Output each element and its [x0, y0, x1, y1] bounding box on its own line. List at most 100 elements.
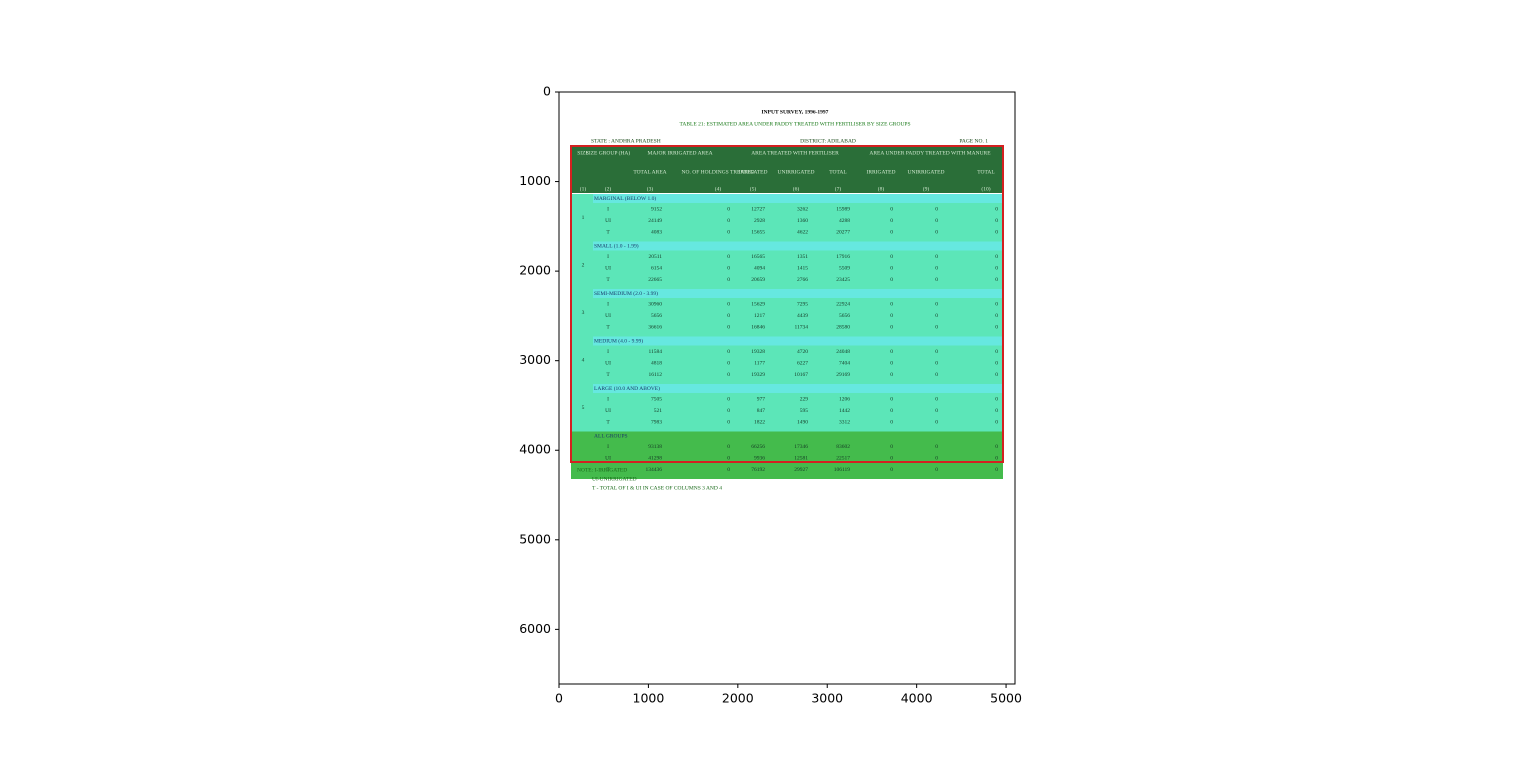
cell: 0: [727, 372, 730, 378]
cell: 2928: [754, 218, 765, 224]
y-tick-label: 3000: [519, 352, 551, 367]
cell: 0: [935, 360, 938, 366]
section-label: SMALL (1.0 - 1.99): [594, 242, 639, 249]
cell: 20277: [836, 229, 850, 235]
size-code: 1: [582, 215, 585, 221]
cell: 0: [995, 301, 998, 307]
doc-subtitle: TABLE 21: ESTIMATED AREA UNDER PADDY TRE…: [679, 121, 910, 127]
cell: 0: [727, 444, 730, 450]
cell: 0: [890, 206, 893, 212]
header-cell: SIZE GROUP (HA): [586, 149, 631, 156]
cell: 15989: [836, 206, 850, 212]
cell: 0: [890, 254, 893, 260]
row-type: T: [606, 229, 610, 235]
cell: 0: [727, 265, 730, 271]
column-number: (9): [923, 185, 930, 192]
code-column: [571, 336, 593, 384]
row-type: I: [607, 396, 609, 402]
column-number: (7): [835, 185, 842, 192]
column-number: (10): [981, 185, 990, 192]
cell: 6227: [797, 360, 808, 366]
cell: 0: [935, 324, 938, 330]
cell: 5656: [651, 313, 662, 319]
x-tick-label: 1000: [633, 691, 665, 706]
cell: 0: [727, 313, 730, 319]
cell: 0: [995, 408, 998, 414]
header-cell: TOTAL: [977, 169, 995, 175]
section-label: LARGE (10.0 AND ABOVE): [594, 385, 660, 392]
cell: 106119: [834, 467, 851, 473]
cell: 3262: [797, 206, 808, 212]
cell: 24048: [836, 349, 850, 355]
cell: 0: [935, 265, 938, 271]
header-cell: NO. OF HOLDINGS TREATED: [682, 169, 755, 175]
cell: 7404: [839, 360, 850, 366]
cell: 0: [935, 206, 938, 212]
section-row: [593, 336, 1003, 346]
cell: 12727: [751, 206, 765, 212]
cell: 29927: [794, 467, 808, 473]
cell: 1351: [797, 254, 808, 260]
header-cell: AREA TREATED WITH FERTILISER: [751, 150, 839, 156]
section-row: [571, 431, 1003, 441]
y-tick-label: 6000: [519, 621, 551, 636]
cell: 36616: [648, 324, 662, 330]
cell: 0: [890, 301, 893, 307]
column-number: (4): [715, 185, 722, 192]
doc-title: INPUT SURVEY, 1996-1997: [762, 109, 829, 115]
cell: 22924: [836, 301, 850, 307]
column-number: (8): [878, 185, 885, 192]
cell: 66256: [751, 444, 765, 450]
cell: 0: [727, 218, 730, 224]
cell: 0: [995, 324, 998, 330]
cell: 521: [654, 408, 663, 414]
cell: 4288: [839, 218, 850, 224]
cell: 0: [935, 313, 938, 319]
cell: 0: [890, 229, 893, 235]
cell: 1442: [839, 408, 850, 414]
cell: 5509: [839, 265, 850, 271]
cell: 0: [995, 265, 998, 271]
cell: 0: [890, 277, 893, 283]
cell: 0: [890, 467, 893, 473]
section-row: [593, 241, 1003, 251]
cell: 0: [727, 455, 730, 461]
table-border: [570, 145, 1004, 463]
x-tick-label: 2000: [722, 691, 754, 706]
cell: 19328: [751, 349, 765, 355]
cell: 0: [995, 360, 998, 366]
row-type: UI: [605, 265, 611, 271]
header-cell: AREA UNDER PADDY TREATED WITH MANURE: [869, 150, 991, 156]
cell: 11734: [794, 324, 808, 330]
cell: 0: [995, 419, 998, 425]
cell: 0: [727, 254, 730, 260]
row-type: T: [606, 324, 610, 330]
cell: 0: [995, 229, 998, 235]
cell: 7295: [797, 301, 808, 307]
section-row: [593, 194, 1003, 203]
cell: 1217: [754, 313, 765, 319]
page-number: PAGE NO. 1: [959, 138, 988, 144]
row-type: T: [606, 419, 610, 425]
cell: 19329: [751, 372, 765, 378]
header-cell: IRRIGATED: [866, 169, 895, 175]
header-cell: TOTAL: [829, 169, 847, 175]
cell: 76192: [751, 467, 765, 473]
district: DISTRICT: ADILABAD: [800, 138, 856, 144]
section-label: SEMI-MEDIUM (2.0 - 3.99): [594, 290, 658, 297]
cell: 0: [890, 265, 893, 271]
note: NOTE: I-IRRIGATED: [577, 467, 627, 473]
row-type: UI: [605, 218, 611, 224]
cell: 2766: [797, 277, 808, 283]
cell: 0: [935, 408, 938, 414]
cell: 0: [890, 408, 893, 414]
state: STATE : ANDHRA PRADESH: [591, 138, 661, 144]
header-cell: UNIRRIGATED: [908, 169, 945, 175]
cell: 0: [935, 396, 938, 402]
cell: 0: [727, 349, 730, 355]
y-tick-label: 2000: [519, 263, 551, 278]
size-code: 5: [582, 405, 585, 411]
cell: 16565: [751, 254, 765, 260]
cell: 0: [995, 396, 998, 402]
code-column: [571, 289, 593, 337]
